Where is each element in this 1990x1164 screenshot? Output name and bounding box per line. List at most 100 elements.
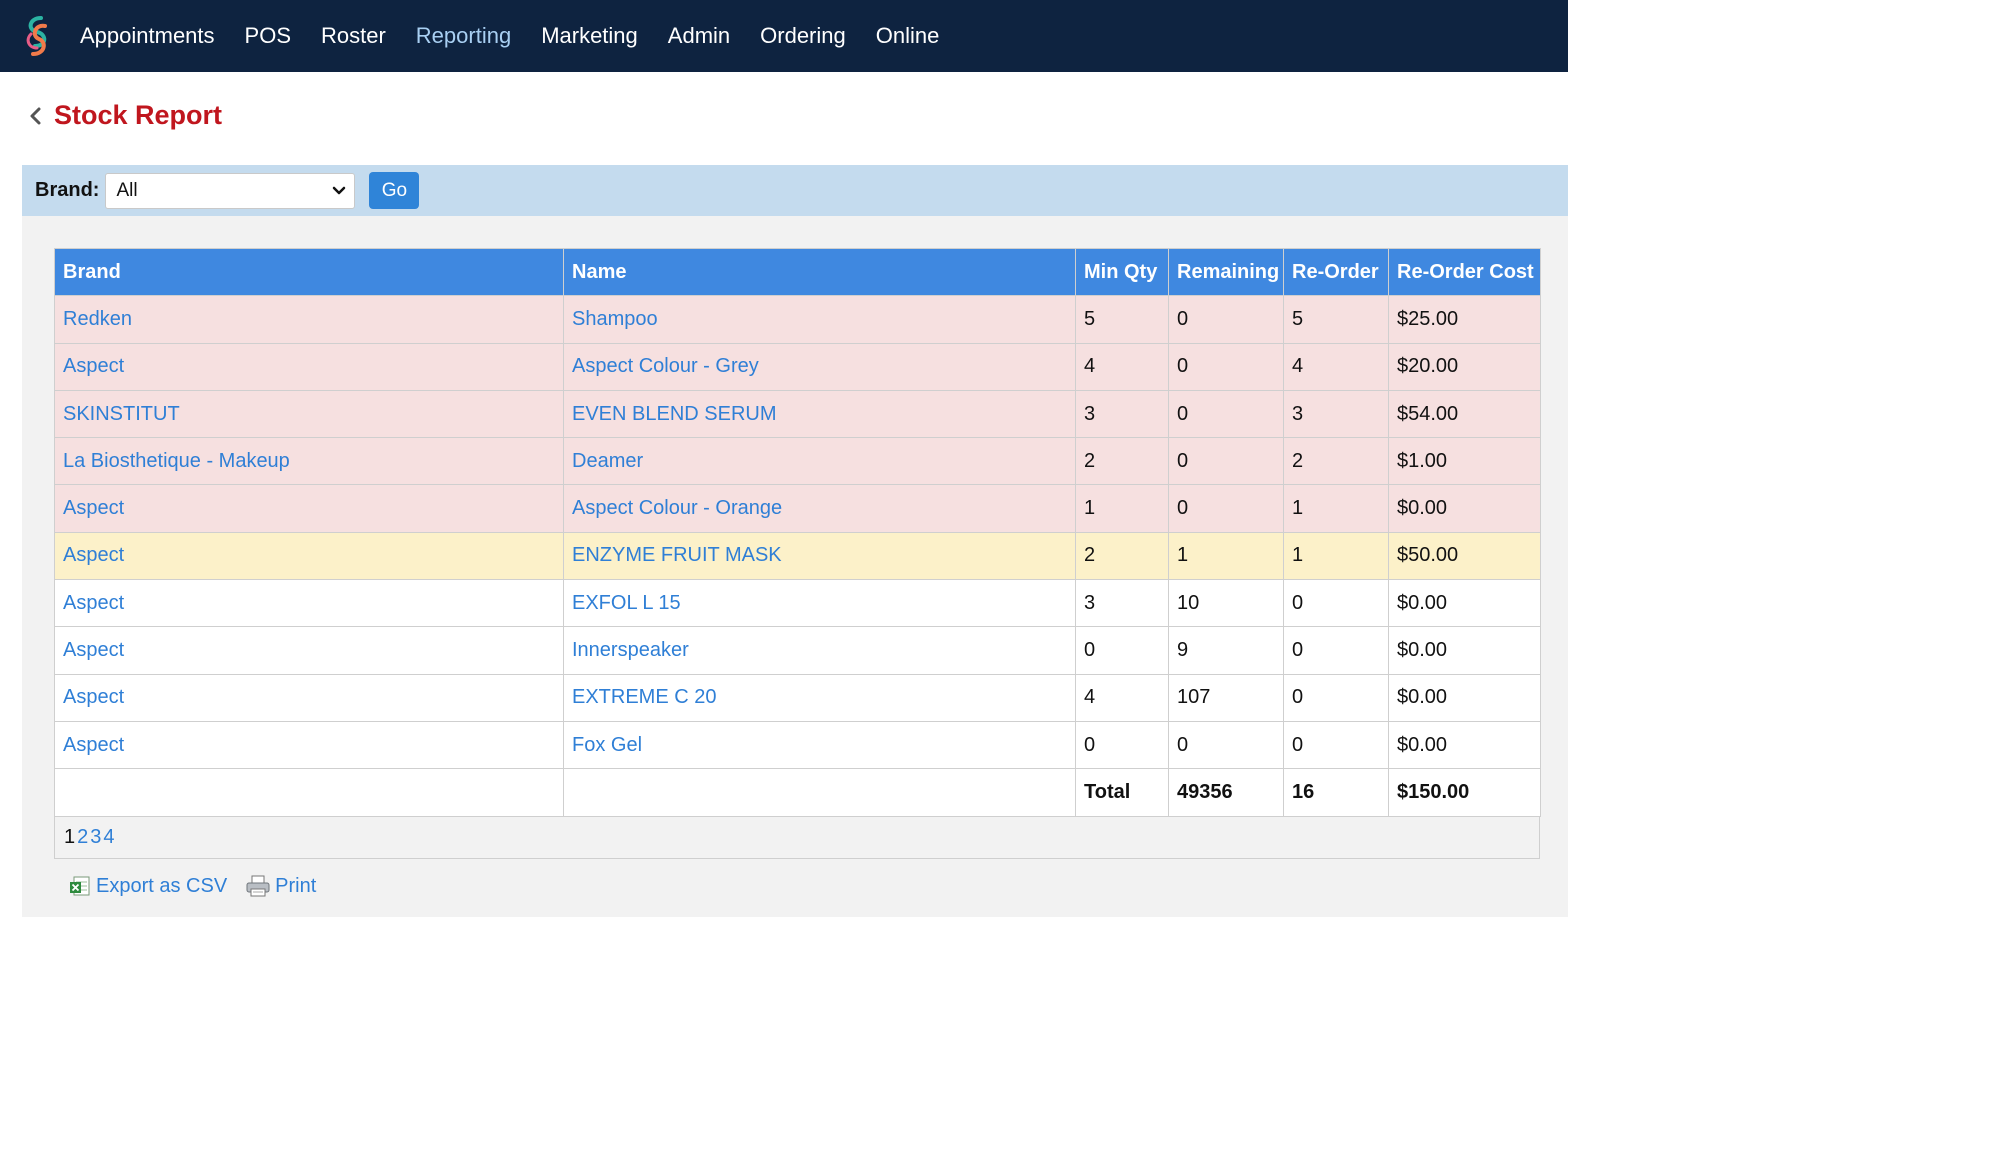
reorder-cost-cell: $0.00 bbox=[1388, 579, 1541, 628]
chevron-left-icon[interactable] bbox=[28, 105, 44, 127]
product-name-cell[interactable]: Aspect Colour - Grey bbox=[563, 342, 1076, 391]
min-qty-cell: 0 bbox=[1075, 626, 1169, 675]
reorder-cell: 5 bbox=[1283, 295, 1389, 344]
report-panel: Brand Name Min Qty Remaining Re-Order Re… bbox=[22, 216, 1568, 917]
reorder-cell: 0 bbox=[1283, 673, 1389, 722]
brand-cell[interactable]: Aspect bbox=[54, 579, 564, 628]
column-header-reorder-cost[interactable]: Re-Order Cost bbox=[1388, 247, 1541, 297]
table-row: Aspect Aspect Colour - Grey 4 0 4 $20.00 bbox=[54, 342, 1541, 391]
export-csv-label: Export as CSV bbox=[96, 874, 228, 897]
brand-filter-label: Brand: bbox=[35, 179, 100, 201]
totals-blank-cell bbox=[563, 768, 1076, 817]
min-qty-cell: 4 bbox=[1075, 342, 1169, 391]
min-qty-cell: 1 bbox=[1075, 484, 1169, 533]
nav-item-marketing[interactable]: Marketing bbox=[541, 23, 638, 48]
reorder-cost-cell: $0.00 bbox=[1388, 626, 1541, 675]
brand-cell[interactable]: Redken bbox=[54, 295, 564, 344]
page-title: Stock Report bbox=[54, 100, 223, 130]
brand-cell[interactable]: SKINSTITUT bbox=[54, 389, 564, 439]
product-name-cell[interactable]: ENZYME FRUIT MASK bbox=[563, 531, 1076, 581]
stock-report-table: Brand Name Min Qty Remaining Re-Order Re… bbox=[54, 247, 1541, 817]
product-name-cell[interactable]: Innerspeaker bbox=[563, 626, 1076, 675]
totals-remaining: 49356 bbox=[1168, 768, 1284, 817]
column-header-name[interactable]: Name bbox=[563, 247, 1076, 297]
min-qty-cell: 3 bbox=[1075, 579, 1169, 628]
column-header-remaining[interactable]: Remaining bbox=[1168, 247, 1284, 297]
remaining-cell: 1 bbox=[1168, 531, 1284, 581]
table-row: Aspect Innerspeaker 0 9 0 $0.00 bbox=[54, 626, 1541, 675]
remaining-cell: 10 bbox=[1168, 579, 1284, 628]
remaining-cell: 0 bbox=[1168, 720, 1284, 770]
brand-cell[interactable]: La Biosthetique - Makeup bbox=[54, 437, 564, 486]
nav-item-admin[interactable]: Admin bbox=[667, 23, 731, 48]
printer-icon bbox=[245, 874, 271, 898]
reorder-cell: 1 bbox=[1283, 531, 1389, 581]
reorder-cell: 0 bbox=[1283, 720, 1389, 770]
reorder-cost-cell: $0.00 bbox=[1388, 484, 1541, 533]
reorder-cost-cell: $1.00 bbox=[1388, 437, 1541, 486]
product-name-cell[interactable]: Shampoo bbox=[563, 295, 1076, 344]
column-header-min-qty[interactable]: Min Qty bbox=[1075, 247, 1169, 297]
min-qty-cell: 2 bbox=[1075, 531, 1169, 581]
page-current: 1 bbox=[64, 826, 76, 848]
min-qty-cell: 0 bbox=[1075, 720, 1169, 770]
nav-item-pos[interactable]: POS bbox=[244, 23, 291, 48]
nav-item-appointments[interactable]: Appointments bbox=[80, 23, 215, 48]
print-button[interactable]: Print bbox=[245, 874, 316, 898]
page-link[interactable]: 3 bbox=[90, 826, 102, 848]
page-link[interactable]: 4 bbox=[103, 826, 115, 848]
remaining-cell: 9 bbox=[1168, 626, 1284, 675]
brand-cell[interactable]: Aspect bbox=[54, 626, 564, 675]
brand-cell[interactable]: Aspect bbox=[54, 720, 564, 770]
totals-row: Total 49356 16 $150.00 bbox=[54, 768, 1541, 817]
min-qty-cell: 5 bbox=[1075, 295, 1169, 344]
min-qty-cell: 4 bbox=[1075, 673, 1169, 722]
reorder-cell: 2 bbox=[1283, 437, 1389, 486]
reorder-cost-cell: $50.00 bbox=[1388, 531, 1541, 581]
remaining-cell: 0 bbox=[1168, 342, 1284, 391]
product-name-cell[interactable]: EVEN BLEND SERUM bbox=[563, 389, 1076, 439]
nav-item-online[interactable]: Online bbox=[875, 23, 940, 48]
brand-cell[interactable]: Aspect bbox=[54, 531, 564, 581]
brand-cell[interactable]: Aspect bbox=[54, 342, 564, 391]
column-header-brand[interactable]: Brand bbox=[54, 247, 564, 297]
product-name-cell[interactable]: Fox Gel bbox=[563, 720, 1076, 770]
table-row: Aspect EXTREME C 20 4 107 0 $0.00 bbox=[54, 673, 1541, 722]
nav-item-roster[interactable]: Roster bbox=[321, 23, 386, 48]
pagination: 1 2 3 4 bbox=[54, 817, 1540, 859]
print-label: Print bbox=[275, 874, 317, 897]
totals-label: Total bbox=[1075, 768, 1169, 817]
totals-blank-cell bbox=[54, 768, 564, 817]
product-name-cell[interactable]: Deamer bbox=[563, 437, 1076, 486]
export-csv-button[interactable]: Export as CSV bbox=[68, 874, 227, 898]
remaining-cell: 0 bbox=[1168, 484, 1284, 533]
go-button[interactable]: Go bbox=[369, 172, 420, 209]
table-row: Aspect EXFOL L 15 3 10 0 $0.00 bbox=[54, 579, 1541, 628]
page-link[interactable]: 2 bbox=[77, 826, 89, 848]
app-logo[interactable] bbox=[18, 11, 58, 61]
product-name-cell[interactable]: Aspect Colour - Orange bbox=[563, 484, 1076, 533]
table-row: Redken Shampoo 5 0 5 $25.00 bbox=[54, 295, 1541, 344]
nav-item-reporting[interactable]: Reporting bbox=[415, 23, 512, 48]
product-name-cell[interactable]: EXTREME C 20 bbox=[563, 673, 1076, 722]
nav-item-ordering[interactable]: Ordering bbox=[760, 23, 846, 48]
reorder-cell: 1 bbox=[1283, 484, 1389, 533]
brand-cell[interactable]: Aspect bbox=[54, 673, 564, 722]
reorder-cost-cell: $20.00 bbox=[1388, 342, 1541, 391]
table-row: Aspect Fox Gel 0 0 0 $0.00 bbox=[54, 720, 1541, 770]
brand-cell[interactable]: Aspect bbox=[54, 484, 564, 533]
spreadsheet-icon bbox=[68, 874, 92, 898]
table-row: SKINSTITUT EVEN BLEND SERUM 3 0 3 $54.00 bbox=[54, 389, 1541, 439]
brand-select[interactable]: All bbox=[105, 172, 356, 209]
remaining-cell: 0 bbox=[1168, 389, 1284, 439]
min-qty-cell: 2 bbox=[1075, 437, 1169, 486]
reorder-cell: 0 bbox=[1283, 626, 1389, 675]
totals-cost: $150.00 bbox=[1388, 768, 1541, 817]
nav-menu: Appointments POS Roster Reporting Marketing A… bbox=[80, 23, 969, 49]
reorder-cost-cell: $25.00 bbox=[1388, 295, 1541, 344]
column-header-reorder[interactable]: Re-Order bbox=[1283, 247, 1389, 297]
product-name-cell[interactable]: EXFOL L 15 bbox=[563, 579, 1076, 628]
report-actions: Export as CSV Print bbox=[68, 874, 334, 898]
filter-bar: Brand: All Go bbox=[22, 165, 1568, 216]
remaining-cell: 107 bbox=[1168, 673, 1284, 722]
